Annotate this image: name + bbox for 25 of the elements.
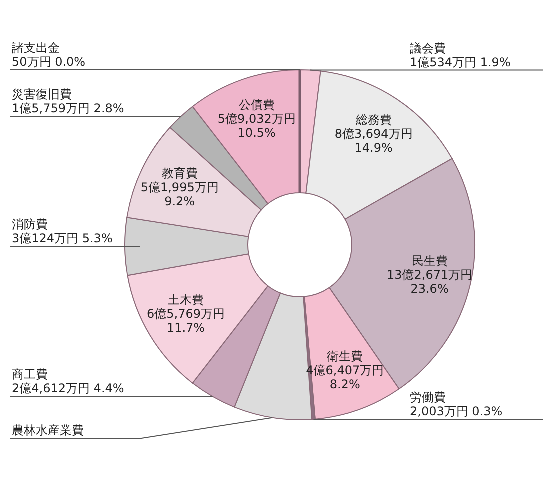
data-label: 8億3,694万円 14.9% [334, 127, 413, 156]
slice-label: 総務費 [354, 113, 392, 128]
slice-label: 商工費 [12, 368, 48, 382]
data-label: 5億9,032万円 10.5% [218, 112, 296, 140]
data-label: 6億5,769万円 11.7% [147, 306, 226, 335]
slice-label: 労働費 [410, 390, 446, 404]
slice-label: 議会費 [410, 41, 446, 56]
category-label: 諸支出金 [12, 41, 60, 55]
data-label: 4億6,407万円 8.2% [306, 363, 384, 392]
data-label: 3億124万円 5.3% [12, 232, 113, 246]
slice-label: 農林水産業費 [12, 424, 84, 438]
data-label: 5億1,995万円 9.2% [140, 180, 219, 209]
slice-label: 災害復旧費 [12, 88, 72, 102]
slice-label: 教育費 [162, 166, 198, 181]
data-label: 2億4,612万円 4.4% [12, 382, 124, 396]
slice-label: 土木費 [168, 292, 204, 307]
data-label: 2,003万円 0.3% [410, 404, 503, 418]
slice-label: 衛生費 [327, 349, 364, 364]
data-label: 1億5,759万円 2.8% [12, 102, 124, 116]
text: 50万円 0.0% [12, 55, 86, 69]
slice-label: 消防費 [12, 218, 48, 232]
slice-label: 民生費 [412, 254, 448, 268]
data-label: 1億534万円 1.9% [410, 55, 511, 70]
slice-label: 公債費 [238, 98, 275, 112]
data-label: 13億2,671万円 23.6% [386, 268, 473, 296]
